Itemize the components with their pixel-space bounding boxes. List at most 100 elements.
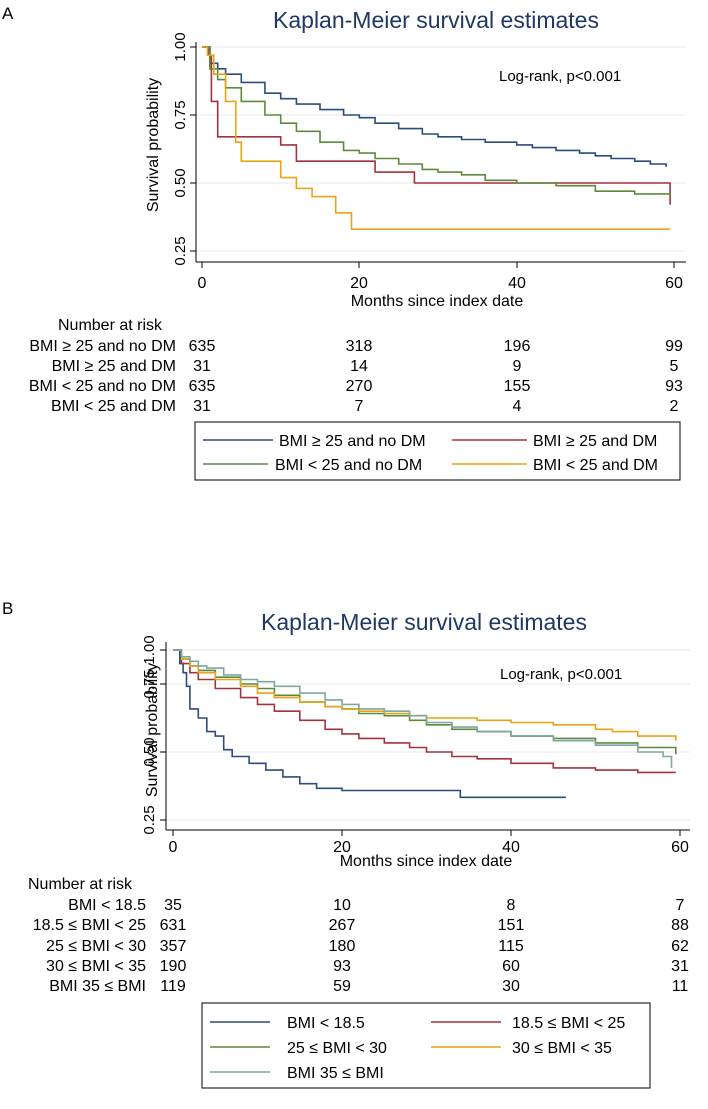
panel-a-xtick-label-20: 20 bbox=[350, 275, 368, 292]
panel-b-series-bmi-35-plus bbox=[173, 649, 673, 768]
panel-b-risk-value: 93 bbox=[333, 958, 351, 975]
panel-a-risk-value: 155 bbox=[504, 378, 531, 395]
panel-b-risk-value: 59 bbox=[333, 978, 351, 995]
panel-b-risk-value: 10 bbox=[333, 897, 351, 914]
panel-a-annotation: Log-rank, p<0.001 bbox=[499, 68, 621, 85]
panel-a-xlabel: Months since index date bbox=[351, 293, 524, 310]
panel-b-risk-value: 7 bbox=[676, 897, 685, 914]
panel-a-y-axis: 0.25 0.50 0.75 1.00 bbox=[172, 32, 197, 266]
panel-b-xlabel: Months since index date bbox=[340, 853, 513, 870]
panel-a-risk-row-label: BMI ≥ 25 and DM bbox=[52, 358, 176, 375]
panel-b-series-bmi-30-to-35 bbox=[173, 649, 677, 741]
panel-b-legend-box bbox=[201, 1002, 651, 1089]
panel-b-title: Kaplan-Meier survival estimates bbox=[261, 609, 587, 635]
panel-b-risk-value: 180 bbox=[329, 938, 356, 955]
panel-a-xtick-label-0: 0 bbox=[198, 275, 207, 292]
panel-b-xtick-label-40: 40 bbox=[502, 839, 520, 856]
panel-b-y-axis: 0.25 0.50 0.75 1.00 bbox=[141, 635, 167, 835]
panel-a-risk-value: 99 bbox=[665, 338, 683, 355]
panel-b-risk-value: 11 bbox=[672, 978, 689, 995]
panel-a-risk-value: 318 bbox=[346, 338, 373, 355]
panel-a-legend-label: BMI < 25 and DM bbox=[533, 457, 658, 474]
panel-a-title: Kaplan-Meier survival estimates bbox=[273, 7, 599, 33]
panel-a-xtick-label-40: 40 bbox=[508, 275, 526, 292]
panel-a-label: A bbox=[2, 4, 14, 23]
panel-a-legend: BMI ≥ 25 and no DM BMI ≥ 25 and DM BMI <… bbox=[194, 421, 681, 481]
panel-a-risk-value: 5 bbox=[670, 358, 679, 375]
panel-a-risk-value: 270 bbox=[346, 378, 373, 395]
panel-a-x-axis: 0 20 40 60 bbox=[196, 261, 686, 292]
panel-b-risk-value: 35 bbox=[164, 897, 182, 914]
panel-b-risk-value: 62 bbox=[671, 938, 689, 955]
panel-b-risk-row-label: 25 ≤ BMI < 30 bbox=[46, 938, 146, 955]
panel-b-ylabel: Survival probability bbox=[144, 663, 161, 797]
panel-a-risk-table: Number at risk BMI ≥ 25 and no DM 635 31… bbox=[29, 317, 683, 415]
panel-b-risk-value: 151 bbox=[498, 917, 525, 934]
panel-b-ytick-label-1.00: 1.00 bbox=[141, 635, 158, 664]
panel-a-risk-value: 9 bbox=[513, 358, 522, 375]
panel-b-risk-value: 88 bbox=[671, 917, 689, 934]
panel-a-risk-value: 2 bbox=[670, 398, 679, 415]
panel-a-ylabel: Survival probability bbox=[145, 78, 162, 212]
panel-b-risk-value: 357 bbox=[160, 938, 187, 955]
panel-a-risk-value: 14 bbox=[350, 358, 368, 375]
panel-a-series-bmi-lt25-dm bbox=[202, 46, 671, 230]
panel-b-risk-value: 631 bbox=[160, 917, 187, 934]
panel-b-risk-value: 30 bbox=[502, 978, 520, 995]
panel-b-series-bmi-lt18-5 bbox=[173, 649, 566, 799]
panel-b-label: B bbox=[2, 599, 13, 618]
panel-a-legend-box bbox=[194, 421, 681, 481]
panel-a-ytick-label-0.25: 0.25 bbox=[172, 236, 189, 265]
panel-b-xtick-label-60: 60 bbox=[671, 839, 689, 856]
panel-b-risk-table-title: Number at risk bbox=[28, 876, 133, 893]
panel-a-ytick-label-0.50: 0.50 bbox=[172, 168, 189, 197]
panel-a-ytick-label-1.00: 1.00 bbox=[172, 32, 189, 61]
panel-b-series-group bbox=[173, 649, 677, 799]
panel-a-risk-value: 31 bbox=[193, 398, 211, 415]
panel-a-risk-value: 4 bbox=[513, 398, 522, 415]
panel-b-xtick-label-0: 0 bbox=[169, 839, 178, 856]
panel-b-legend-label: 18.5 ≤ BMI < 25 bbox=[512, 1015, 625, 1032]
panel-a-risk-row-label: BMI < 25 and no DM bbox=[29, 378, 176, 395]
panel-a-legend-label: BMI ≥ 25 and no DM bbox=[279, 433, 426, 450]
panel-a-risk-value: 635 bbox=[189, 378, 216, 395]
panel-b-legend-label: 25 ≤ BMI < 30 bbox=[287, 1040, 387, 1057]
panel-a-risk-row-label: BMI < 25 and DM bbox=[51, 398, 176, 415]
panel-b-risk-value: 190 bbox=[160, 958, 187, 975]
panel-b-risk-row-label: 30 ≤ BMI < 35 bbox=[46, 958, 146, 975]
panel-a-risk-table-title: Number at risk bbox=[58, 317, 163, 334]
panel-a-risk-value: 635 bbox=[189, 338, 216, 355]
panel-b-risk-value: 31 bbox=[671, 958, 689, 975]
panel-b-ytick-label-0.25: 0.25 bbox=[141, 805, 158, 834]
panel-b-risk-value: 8 bbox=[507, 897, 516, 914]
panel-a-risk-value: 196 bbox=[504, 338, 531, 355]
panel-a-ytick-label-0.75: 0.75 bbox=[172, 100, 189, 129]
panel-b-risk-value: 115 bbox=[498, 938, 524, 955]
panel-b-xtick-label-20: 20 bbox=[333, 839, 351, 856]
panel-b-risk-value: 267 bbox=[329, 917, 356, 934]
panel-b-legend-label: BMI 35 ≤ BMI bbox=[287, 1065, 384, 1082]
panel-b-risk-value: 60 bbox=[502, 958, 520, 975]
panel-b-annotation: Log-rank, p<0.001 bbox=[500, 666, 622, 683]
panel-b-risk-table: Number at risk BMI < 18.5 35 10 8 7 18.5… bbox=[28, 876, 689, 995]
panel-b-ytick-label-0.75: 0.75 bbox=[141, 669, 158, 698]
panel-a-legend-label: BMI ≥ 25 and DM bbox=[533, 433, 657, 450]
panel-b-risk-value: 119 bbox=[160, 978, 186, 995]
panel-b-legend-label: BMI < 18.5 bbox=[287, 1015, 365, 1032]
panel-a-series-group bbox=[202, 46, 671, 230]
panel-b-legend: BMI < 18.5 18.5 ≤ BMI < 25 25 ≤ BMI < 30… bbox=[201, 1002, 651, 1089]
panel-b-series-bmi-18-5-to-25 bbox=[173, 649, 676, 774]
panel-b-ytick-label-0.50: 0.50 bbox=[141, 737, 158, 766]
panel-a-xtick-label-60: 60 bbox=[665, 275, 683, 292]
panel-a-risk-row-label: BMI ≥ 25 and no DM bbox=[29, 338, 176, 355]
panel-a-legend-label: BMI < 25 and no DM bbox=[275, 457, 422, 474]
panel-a-risk-value: 31 bbox=[193, 358, 211, 375]
panel-b-risk-row-label: BMI 35 ≤ BMI bbox=[49, 978, 146, 995]
panel-a-series-bmi-lt25-no-dm bbox=[202, 46, 671, 197]
panel-a-risk-value: 93 bbox=[665, 378, 683, 395]
panel-a-series-bmi-ge25-no-dm bbox=[202, 46, 667, 167]
panel-a-risk-value: 7 bbox=[355, 398, 364, 415]
panel-b: B Kaplan-Meier survival estimates Surviv… bbox=[2, 599, 690, 1089]
panel-b-x-axis: 0 20 40 60 bbox=[166, 829, 690, 856]
